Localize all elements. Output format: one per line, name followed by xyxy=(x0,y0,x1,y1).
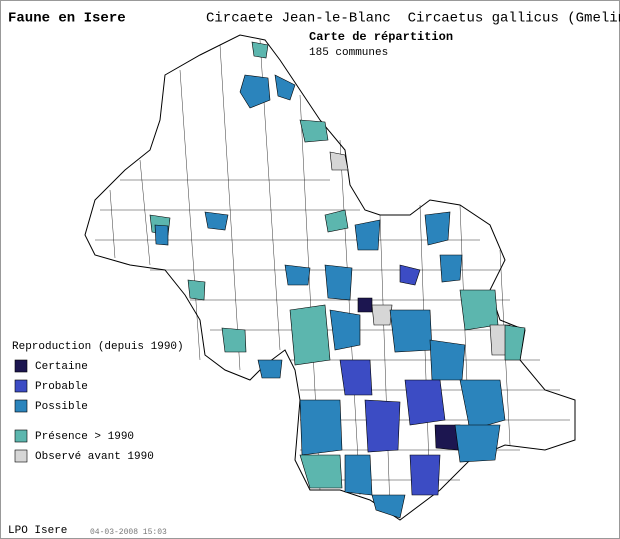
legend-label: Probable xyxy=(35,381,88,393)
map-title: Carte de répartition xyxy=(309,30,453,44)
legend-title: Reproduction (depuis 1990) xyxy=(12,341,184,353)
isere-map xyxy=(84,34,576,521)
site-title: Faune en Isere xyxy=(8,11,126,27)
commune-patches xyxy=(149,41,526,519)
legend-label: Présence > 1990 xyxy=(35,431,134,443)
legend-label: Observé avant 1990 xyxy=(35,451,154,463)
footer-date: 04-03-2008 15:03 xyxy=(90,528,167,537)
legend: Reproduction (depuis 1990) Certaine Proba… xyxy=(12,341,184,463)
legend-swatch xyxy=(14,359,28,373)
legend-swatch xyxy=(14,399,28,413)
species-title: Circaete Jean-le-Blanc Circaetus gallicu… xyxy=(206,11,620,27)
legend-swatch xyxy=(14,379,28,393)
legend-swatch xyxy=(14,429,28,443)
footer-source: LPO Isere xyxy=(8,525,67,537)
legend-swatch xyxy=(14,449,28,463)
legend-label: Certaine xyxy=(35,361,88,373)
legend-label: Possible xyxy=(35,401,88,413)
commune-count: 185 communes xyxy=(309,47,388,59)
